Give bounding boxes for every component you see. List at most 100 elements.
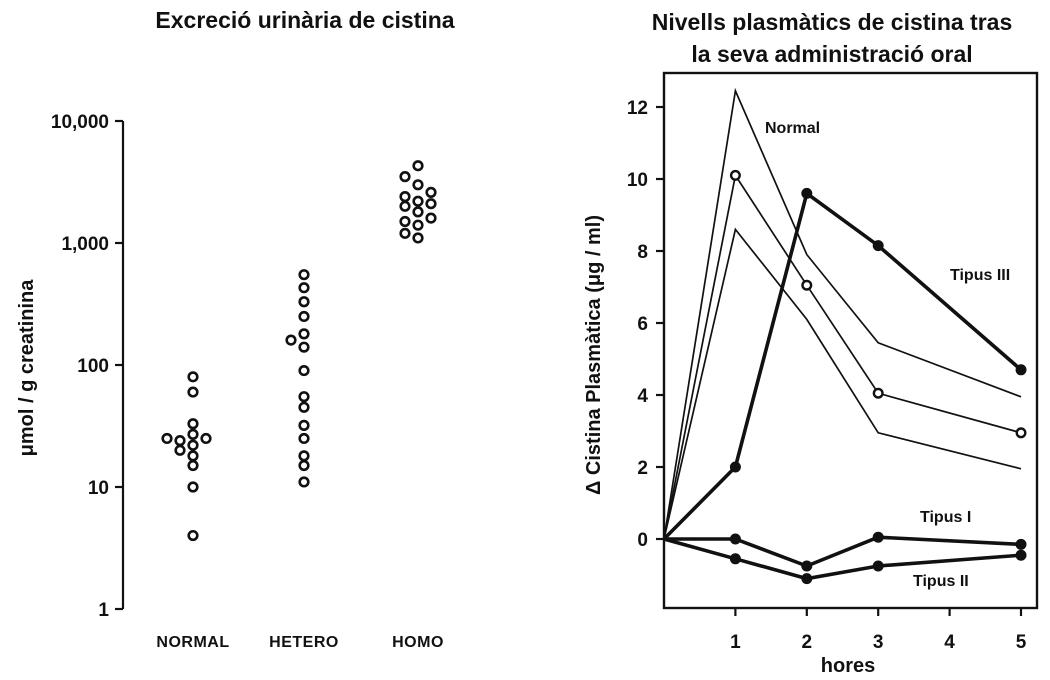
left-chart-title: Excreció urinària de cistina (155, 7, 454, 33)
series-point (801, 560, 813, 572)
right-x-tick-label: 4 (944, 632, 955, 653)
left-category-labels: NORMAL HETERO HOMO (156, 634, 444, 651)
series-point (872, 387, 884, 399)
left-y-tick-label: 10,000 (51, 112, 109, 133)
series-point (1015, 427, 1027, 439)
data-point (187, 459, 199, 472)
left-category-label: HETERO (269, 634, 339, 651)
right-chart-title-line2: la seva administració oral (691, 41, 972, 67)
right-x-tick-label: 5 (1016, 632, 1027, 653)
left-category-label: HOMO (392, 634, 444, 651)
left-y-tick-label: 1 (98, 600, 109, 621)
series-point (872, 560, 884, 572)
series-line (663, 87, 1022, 540)
series-point (872, 240, 884, 252)
data-point (298, 391, 310, 403)
data-point (399, 171, 411, 183)
data-point (161, 432, 173, 445)
right-series-points (729, 169, 1027, 585)
data-point (298, 459, 310, 472)
data-point (187, 481, 199, 493)
data-point (298, 310, 310, 323)
left-y-ticks: 1 10 100 1,000 10,000 (51, 112, 123, 621)
right-y-tick-label: 12 (627, 98, 648, 119)
data-point (298, 432, 310, 445)
series-line (664, 535, 1022, 568)
data-point (425, 212, 437, 224)
right-y-tick-label: 2 (637, 458, 648, 479)
data-point (298, 476, 310, 488)
series-point (1015, 538, 1027, 550)
series-point (1015, 364, 1027, 376)
right-x-tick-label: 2 (802, 632, 813, 653)
right-y-tick-label: 10 (627, 170, 648, 191)
series-point (801, 573, 813, 585)
right-plot-frame (662, 71, 1039, 610)
right-y-axis-label: Δ Cistina Plasmàtica (μg / ml) (583, 215, 605, 495)
series-label-normal: Normal (765, 120, 820, 137)
right-x-tick-label: 1 (730, 632, 741, 653)
data-point (399, 200, 411, 212)
left-y-axis-label: μmol / g creatinina (16, 279, 38, 457)
data-point (298, 364, 310, 377)
left-y-tick-label: 1,000 (61, 234, 109, 255)
data-point (412, 195, 424, 207)
series-point (729, 533, 741, 545)
plasma-levels-chart: Nivells plasmàtics de cistina tras la se… (583, 9, 1039, 677)
data-point (187, 418, 199, 430)
left-y-tick-label: 100 (77, 356, 109, 377)
series-point (729, 461, 741, 473)
right-y-tick-label: 6 (637, 314, 648, 335)
series-point (729, 169, 741, 181)
right-chart-title-line1: Nivells plasmàtics de cistina tras (652, 9, 1013, 35)
data-point (187, 371, 199, 383)
data-point (425, 198, 437, 210)
data-point (174, 435, 186, 447)
data-point (298, 282, 310, 294)
data-point (399, 227, 411, 239)
right-x-tick-label: 3 (873, 632, 884, 653)
urinary-excretion-chart: Excreció urinària de cistina μmol / g cr… (16, 7, 455, 651)
series-point (729, 553, 741, 565)
data-point (187, 450, 199, 462)
series-line (663, 227, 1022, 540)
data-point (298, 269, 310, 281)
data-point (298, 419, 310, 431)
right-x-axis-label: hores (821, 655, 875, 677)
data-point (298, 450, 310, 462)
data-point (200, 432, 212, 445)
data-point (298, 296, 310, 308)
series-line (662, 190, 1023, 541)
series-point (872, 531, 884, 543)
data-point (285, 334, 297, 346)
data-point (399, 191, 411, 203)
data-point (425, 186, 437, 198)
left-category-label: NORMAL (156, 634, 229, 651)
data-point (187, 529, 199, 542)
data-point (174, 444, 186, 456)
series-point (801, 279, 813, 291)
series-point (1015, 549, 1027, 561)
series-label-tipus-ii: Tipus II (913, 573, 969, 590)
data-point (298, 401, 310, 413)
data-point (298, 328, 310, 340)
data-point (399, 215, 411, 228)
series-label-tipus-iii: Tipus III (950, 267, 1010, 284)
right-series-lines (662, 87, 1023, 581)
data-point (412, 219, 424, 231)
series-point (801, 187, 813, 199)
right-y-tick-label: 4 (637, 386, 648, 407)
series-label-tipus-i: Tipus I (920, 509, 971, 526)
right-plot-border (662, 71, 1039, 610)
data-point (187, 439, 199, 451)
right-y-tick-label: 0 (637, 530, 648, 551)
data-point (187, 428, 199, 440)
left-y-tick-label: 10 (88, 478, 109, 499)
data-point (412, 206, 424, 218)
right-y-tick-label: 8 (637, 242, 648, 263)
data-point (412, 232, 424, 244)
data-point (412, 160, 424, 172)
data-point (298, 341, 310, 353)
